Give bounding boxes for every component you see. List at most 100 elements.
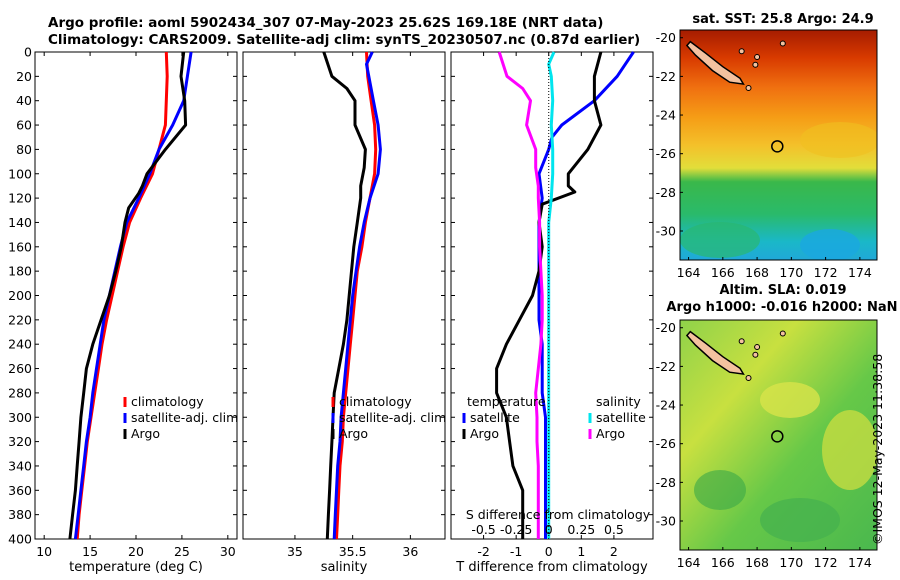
map-y-tick-label: -30 bbox=[656, 514, 676, 529]
island-small bbox=[752, 351, 759, 358]
map-patches bbox=[680, 122, 877, 260]
series-climatology bbox=[75, 51, 169, 540]
x-axis-label: T difference from climatology bbox=[455, 560, 648, 575]
x-tick-label: 1 bbox=[577, 544, 585, 559]
y-tick-label: 380 bbox=[8, 507, 32, 522]
x-tick-label: 36 bbox=[402, 544, 418, 559]
map-y-tick-label: -22 bbox=[656, 69, 676, 84]
panel-diff: -2 -1 0 1 2T difference from climatology S di… bbox=[450, 51, 654, 575]
sal-diff-tick-label: 0.25 bbox=[567, 522, 595, 537]
y-tick-label: 300 bbox=[8, 410, 32, 425]
map-y-tick-label: -20 bbox=[656, 30, 676, 45]
y-tick-label: 0 bbox=[24, 45, 32, 60]
x-axis-label: salinity bbox=[321, 560, 368, 575]
sst-map-title: sat. SST: 25.8 Argo: 24.9 bbox=[692, 12, 874, 27]
legend-label: Argo bbox=[596, 426, 625, 441]
legend-label: climatology bbox=[339, 394, 412, 409]
map-patch bbox=[822, 410, 877, 490]
map-y-tick-label: -28 bbox=[656, 475, 676, 490]
sla-map-title-line1: Altim. SLA: 0.019 bbox=[719, 283, 847, 298]
imos-watermark: ©IMOS 12-May-2023 11:38:58 bbox=[870, 353, 885, 545]
y-tick-label: 360 bbox=[8, 483, 32, 498]
map-y-tick-label: -30 bbox=[656, 224, 676, 239]
island-small bbox=[745, 374, 752, 381]
x-tick-label: 2 bbox=[610, 544, 618, 559]
x-tick-label: 35.5 bbox=[339, 544, 367, 559]
map-x-tick-label: 164 bbox=[677, 265, 701, 280]
y-tick-label: 260 bbox=[8, 361, 32, 376]
x-tick-label: -2 bbox=[477, 544, 489, 559]
map-x-tick-label: 172 bbox=[814, 555, 838, 570]
y-tick-label: 160 bbox=[8, 239, 32, 254]
y-tick-label: 220 bbox=[8, 312, 32, 327]
x-tick-label: 35 bbox=[287, 544, 303, 559]
float-position-marker bbox=[771, 430, 784, 443]
map-x-tick-label: 166 bbox=[711, 555, 735, 570]
y-tick-label: 280 bbox=[8, 385, 32, 400]
figure-title-line1: Argo profile: aoml 5902434_307 07-May-20… bbox=[48, 15, 604, 31]
sal-diff-tick-label: 0 bbox=[545, 522, 553, 537]
sal-diff-tick-label: 0.5 bbox=[604, 522, 624, 537]
y-tick-label: 340 bbox=[8, 458, 32, 473]
y-tick-label: 20 bbox=[16, 69, 32, 84]
series-satellite-adj-clim bbox=[332, 51, 382, 540]
legend-label: satellite-adj. clim bbox=[339, 410, 446, 425]
island-small bbox=[779, 40, 786, 47]
map-y-tick-label: -28 bbox=[656, 185, 676, 200]
map-patch bbox=[760, 498, 840, 542]
island-small bbox=[738, 48, 745, 55]
plot-frame bbox=[34, 51, 238, 540]
series-satellite-adj-clim bbox=[73, 51, 193, 540]
map-y-tick-label: -26 bbox=[656, 146, 676, 161]
panel-temp: 10 15 20 25 30020406080100120140160180200220… bbox=[8, 45, 238, 576]
panel-sal: 35 35.5 36 salinity climatologysatellite-adj… bbox=[242, 51, 446, 575]
series-climatology bbox=[335, 51, 378, 540]
map-y-tick-label: -24 bbox=[656, 398, 676, 413]
map-frame bbox=[679, 319, 878, 551]
map-y-tick-label: -20 bbox=[656, 320, 676, 335]
y-tick-label: 140 bbox=[8, 215, 32, 230]
x-axis-label: temperature (deg C) bbox=[69, 560, 203, 575]
map-frame bbox=[679, 29, 878, 261]
map-x-tick-label: 168 bbox=[745, 265, 769, 280]
y-tick-label: 60 bbox=[16, 118, 32, 133]
series-temperature-satellite bbox=[537, 51, 635, 539]
x-tick-label: 0 bbox=[545, 544, 553, 559]
series-salinity-satellite bbox=[547, 51, 556, 539]
y-tick-label: 320 bbox=[8, 434, 32, 449]
legend-sal-title: salinity bbox=[596, 394, 641, 409]
island-small bbox=[754, 54, 761, 61]
legend-temp-title: temperature bbox=[467, 394, 546, 409]
x-tick-label: 25 bbox=[174, 544, 190, 559]
legend-label: Argo bbox=[470, 426, 499, 441]
y-tick-label: 120 bbox=[8, 191, 32, 206]
x-tick-label: 15 bbox=[82, 544, 98, 559]
map-x-tick-label: 170 bbox=[779, 555, 803, 570]
series-temperature-argo bbox=[495, 51, 603, 539]
sal-diff-tick-label: -0.25 bbox=[500, 522, 532, 537]
x-tick-label: 10 bbox=[36, 544, 52, 559]
map-x-tick-label: 168 bbox=[745, 555, 769, 570]
legend-label: satellite-adj. clim bbox=[131, 410, 238, 425]
legend-label: satellite bbox=[470, 410, 520, 425]
map-x-tick-label: 174 bbox=[848, 265, 872, 280]
map-map_sst: 164 166 168 170 172 174 -20 -22 -24 -26 -28 -30 bbox=[656, 29, 878, 280]
legend-label: Argo bbox=[339, 426, 368, 441]
island-small bbox=[752, 61, 759, 68]
y-tick-label: 100 bbox=[8, 166, 32, 181]
map-x-tick-label: 166 bbox=[711, 265, 735, 280]
series-argo bbox=[68, 51, 188, 540]
island-new-caledonia bbox=[685, 330, 745, 376]
float-position-marker bbox=[771, 140, 784, 153]
y-tick-label: 200 bbox=[8, 288, 32, 303]
island-small bbox=[754, 344, 761, 351]
figure-title-line2: Climatology: CARS2009. Satellite-adj cli… bbox=[48, 32, 641, 48]
y-tick-label: 80 bbox=[16, 142, 32, 157]
map-map_sla: 164 166 168 170 172 174 -20 -22 -24 -26 -28 -30 bbox=[656, 319, 878, 570]
x-tick-label: -1 bbox=[510, 544, 522, 559]
legend-label: Argo bbox=[131, 426, 160, 441]
map-x-tick-label: 174 bbox=[848, 555, 872, 570]
map-patch bbox=[800, 229, 860, 260]
map-x-tick-label: 170 bbox=[779, 265, 803, 280]
